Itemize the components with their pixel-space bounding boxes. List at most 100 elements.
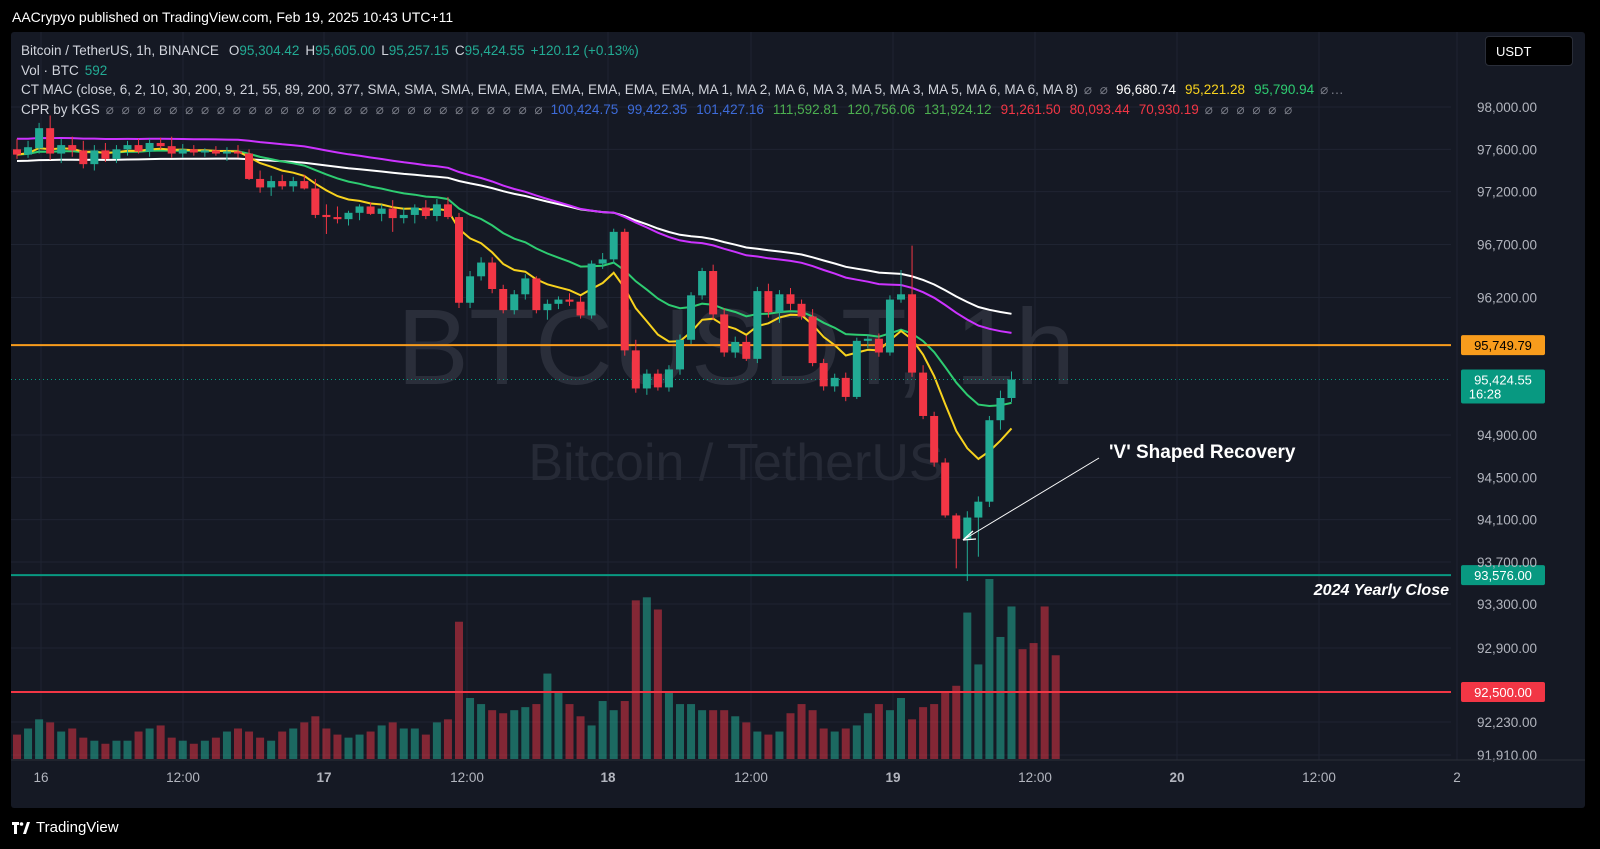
time-axis-label: 12:00	[734, 770, 768, 785]
candle-body	[687, 295, 696, 340]
candle-body	[731, 341, 740, 353]
candle-body	[57, 145, 66, 154]
candle-body	[952, 515, 961, 539]
volume-bar	[245, 731, 254, 759]
volume-bar	[267, 740, 276, 759]
level-price-tag	[1461, 335, 1545, 356]
volume-bar	[642, 597, 651, 759]
candle-body	[234, 151, 242, 154]
level-price-tag	[1461, 565, 1545, 586]
volume-bar	[974, 664, 983, 759]
legend-volume-label[interactable]: Vol · BTC	[21, 62, 79, 78]
watermark-name: Bitcoin / TetherUS	[528, 434, 943, 492]
candle-body	[289, 181, 298, 187]
volume-bar	[322, 728, 331, 759]
candle-body	[13, 149, 21, 155]
volume-bar	[24, 728, 33, 759]
candle-body	[477, 262, 486, 277]
horizontal-levels: 95,749.79 93,576.00 92,500.00	[11, 335, 1545, 702]
publish-line: AACrypyo published on TradingView.com, F…	[12, 9, 454, 25]
volume-bar	[830, 731, 839, 759]
volume-bar	[1029, 643, 1038, 759]
currency-button[interactable]: USDT	[1485, 36, 1573, 66]
candle-body	[521, 278, 530, 295]
legend-symbol[interactable]: Bitcoin / TetherUS, 1h, BINANCE	[21, 43, 219, 58]
candle-body	[819, 363, 828, 387]
tradingview-logo[interactable]: TradingView	[12, 819, 119, 836]
price-axis-label: 94,500.00	[1477, 470, 1537, 485]
volume-bar	[653, 609, 662, 759]
candle-body	[808, 316, 817, 364]
candle-body	[885, 299, 894, 353]
time-axis: 16 12:00 17 12:00 18 12:00 19 12:00 20 12:00 2	[33, 770, 1460, 785]
candle-body	[46, 128, 55, 154]
volume-bar	[256, 737, 265, 759]
annotation-arrow	[962, 457, 1100, 541]
candle-body	[333, 217, 342, 220]
volume-bar	[134, 731, 143, 759]
volume-bar	[167, 737, 176, 759]
volume-bar	[874, 704, 883, 759]
ma-line-white	[16, 157, 1012, 315]
candle-body	[642, 373, 651, 389]
candle-body	[609, 231, 618, 260]
candle-body	[366, 206, 375, 214]
time-axis-label: 20	[1169, 770, 1184, 785]
volume-bar	[742, 722, 751, 759]
volume-bar	[908, 719, 917, 759]
legend-volume-row[interactable]: Vol · BTC 592	[21, 61, 1346, 81]
candle-body	[112, 149, 121, 159]
legend-empty-values: ⌀…	[1320, 82, 1346, 97]
ctmac-value-0: 96,680.74	[1115, 82, 1176, 97]
volume-bar	[189, 743, 198, 759]
volume-bars	[13, 579, 1060, 759]
legend-symbol-row[interactable]: Bitcoin / TetherUS, 1h, BINANCE O95,304.…	[21, 41, 1346, 61]
volume-bar	[985, 579, 994, 759]
volume-bar	[1040, 606, 1049, 759]
legend-volume-value: 592	[84, 62, 108, 78]
legend-ctmac-row[interactable]: CT MAC (close, 6, 2, 10, 30, 200, 9, 21,…	[21, 80, 1346, 100]
time-axis-label: 12:00	[1018, 770, 1052, 785]
volume-bar	[709, 710, 718, 759]
volume-bar	[211, 737, 220, 759]
candle-body	[377, 208, 386, 214]
volume-bar	[46, 722, 55, 759]
volume-bar	[532, 704, 541, 759]
volume-bar	[421, 734, 430, 759]
volume-bar	[775, 731, 784, 759]
price-axis-label: 96,200.00	[1477, 290, 1537, 305]
price-axis-label: 97,600.00	[1477, 142, 1537, 157]
volume-bar	[676, 704, 684, 759]
level-price-label: 93,576.00	[1474, 568, 1532, 583]
volume-bar	[543, 673, 552, 759]
level-price-label: 95,749.79	[1474, 338, 1532, 353]
candle-body	[499, 289, 508, 311]
volume-bar	[510, 710, 519, 759]
candle-body	[443, 204, 452, 218]
price-axis-label: 93,300.00	[1477, 597, 1537, 612]
time-axis-label: 16	[33, 770, 48, 785]
last-price-label: 95,424.55	[1474, 373, 1532, 388]
ctmac-value-1: 95,221.28	[1185, 82, 1246, 97]
chart-panel[interactable]: BTCUSDT, 1h Bitcoin / TetherUS 95,749.79 93…	[11, 32, 1585, 808]
legend-cpr-label[interactable]: CPR by KGS	[21, 101, 100, 117]
candle-body	[753, 291, 762, 359]
volume-bar	[919, 707, 928, 759]
price-axis-label: 92,230.00	[1477, 715, 1537, 730]
volume-bar	[576, 716, 585, 759]
candle-body	[355, 206, 364, 213]
volume-bar	[863, 713, 872, 759]
volume-bar	[289, 728, 298, 759]
volume-bar	[112, 740, 121, 759]
legend-ctmac-label[interactable]: CT MAC (close, 6, 2, 10, 30, 200, 9, 21,…	[21, 82, 1078, 97]
legend-cpr-row[interactable]: CPR by KGS ⌀ ⌀ ⌀ ⌀ ⌀ ⌀ ⌀ ⌀ ⌀ ⌀ ⌀ ⌀ ⌀ ⌀ ⌀…	[21, 100, 1346, 120]
volume-bar	[753, 731, 762, 759]
volume-bar	[466, 697, 475, 759]
cpr-value-7: 80,093.44	[1069, 101, 1130, 117]
volume-bar	[278, 731, 287, 759]
candle-body	[587, 263, 596, 316]
volume-bar	[698, 710, 707, 759]
candle-body	[466, 276, 475, 303]
volume-bar	[178, 740, 187, 759]
